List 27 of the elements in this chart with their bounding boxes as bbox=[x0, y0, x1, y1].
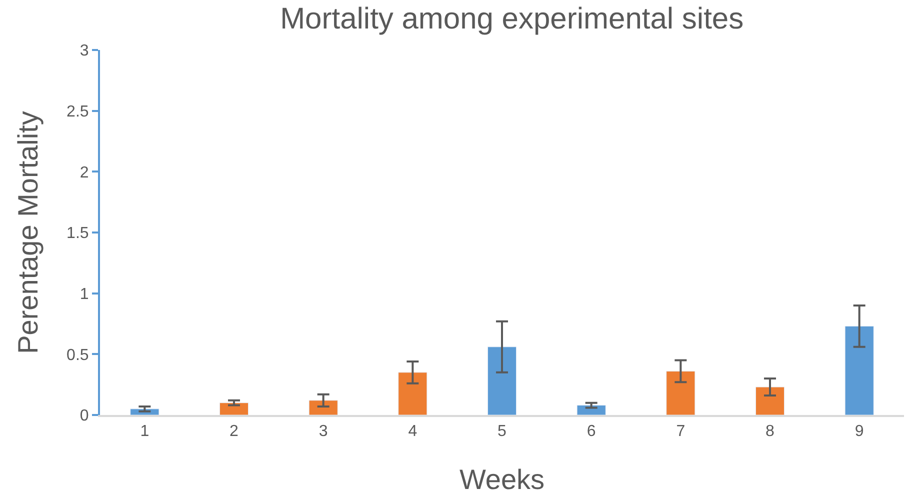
y-tick-label: 2 bbox=[80, 164, 89, 182]
y-tick-label: 3 bbox=[80, 42, 89, 60]
x-tick-label: 3 bbox=[318, 423, 328, 440]
y-tick-label: 0.5 bbox=[66, 346, 89, 364]
x-tick-label: 7 bbox=[676, 423, 686, 440]
y-tick-label: 0 bbox=[80, 408, 89, 425]
x-tick-label: 2 bbox=[230, 423, 239, 440]
x-axis-title: Weeks bbox=[459, 464, 545, 495]
bar bbox=[219, 402, 249, 415]
x-tick-label: 1 bbox=[140, 423, 150, 440]
bar bbox=[576, 405, 606, 415]
chart-title: Mortality among experimental sites bbox=[280, 2, 744, 36]
y-tick-label: 1 bbox=[80, 286, 89, 303]
y-axis-title: Perentage Mortality bbox=[12, 111, 44, 354]
y-tick-label: 1.5 bbox=[66, 225, 89, 242]
bar bbox=[666, 370, 696, 415]
x-tick-label: 6 bbox=[586, 423, 596, 440]
x-tick-label: 5 bbox=[498, 423, 507, 440]
x-tick-label: 9 bbox=[854, 423, 864, 440]
x-tick-label: 8 bbox=[766, 423, 775, 440]
bar bbox=[844, 326, 874, 415]
x-tick-label: 4 bbox=[408, 423, 418, 440]
bar bbox=[755, 386, 785, 415]
bar bbox=[398, 372, 428, 415]
bar bbox=[308, 400, 338, 415]
bar bbox=[487, 346, 517, 415]
y-tick-label: 2.5 bbox=[66, 103, 89, 120]
